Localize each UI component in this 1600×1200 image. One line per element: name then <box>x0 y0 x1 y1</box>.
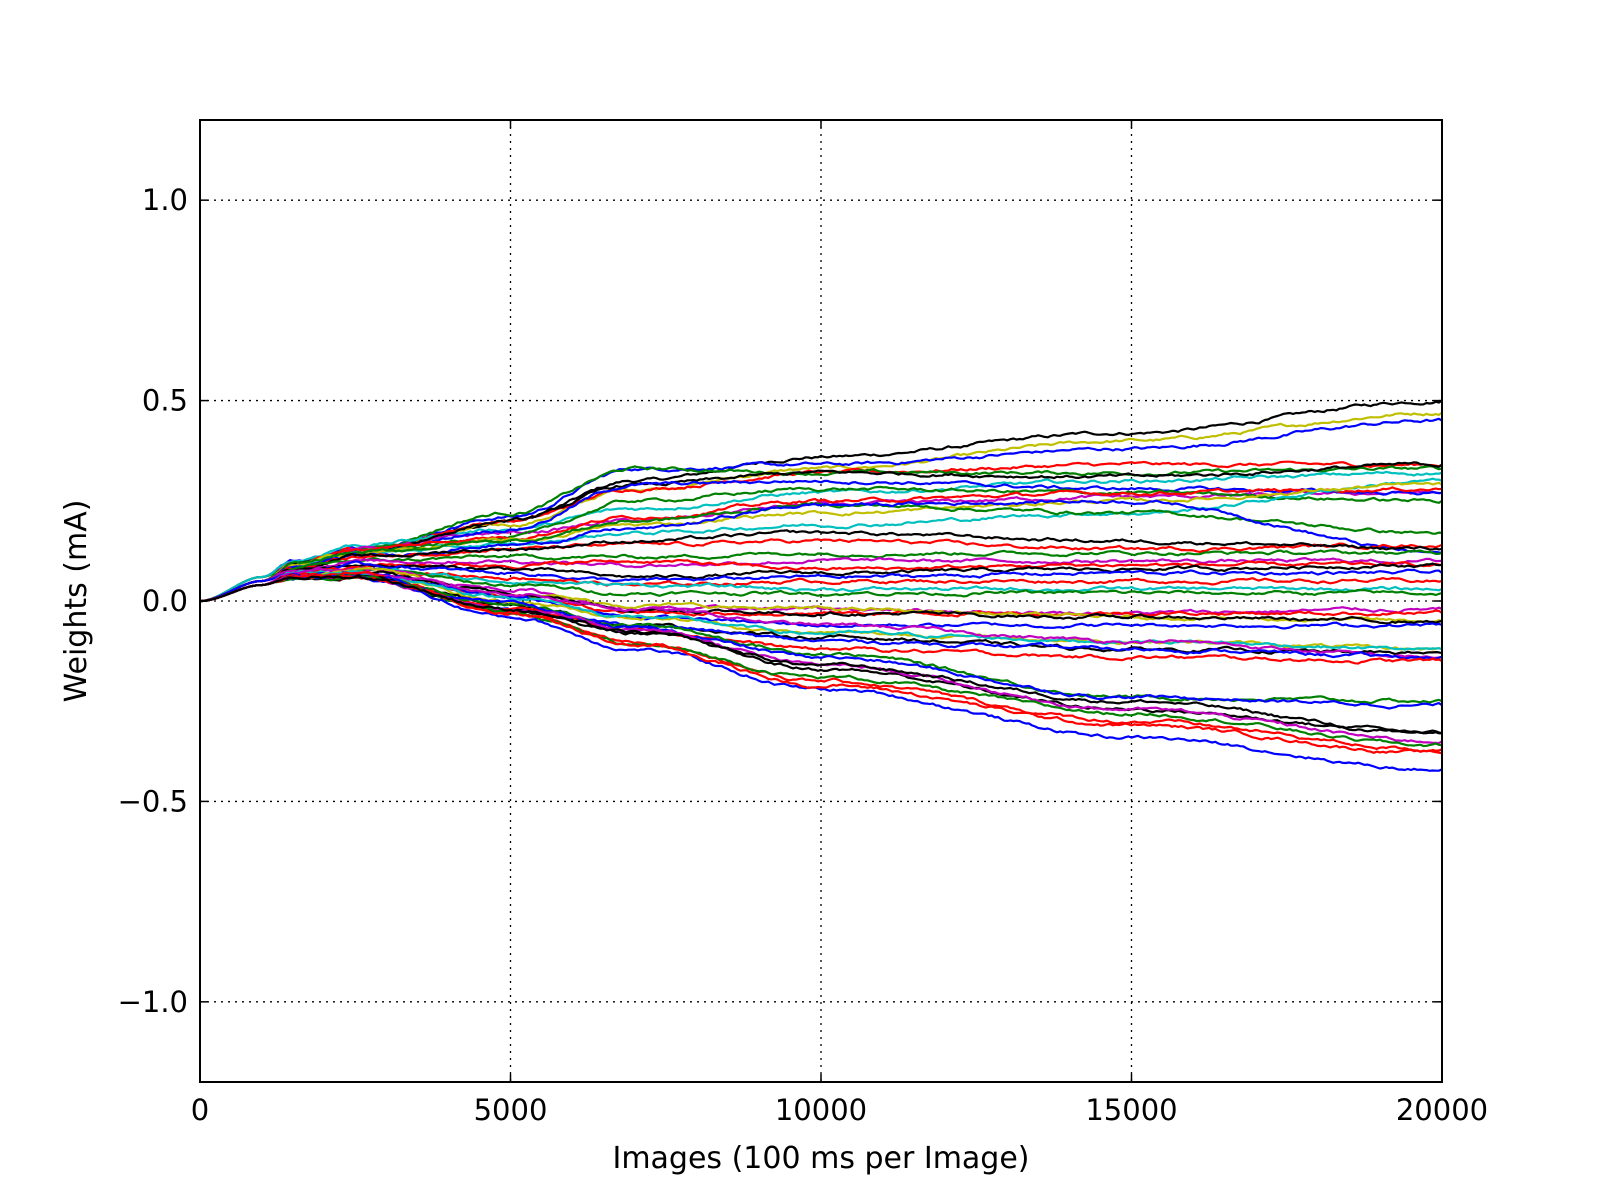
x-tick-label-0: 0 <box>191 1093 209 1127</box>
series-line-33 <box>199 570 1443 659</box>
series-line-18 <box>199 556 1443 603</box>
series-line-17 <box>199 549 1443 603</box>
series-line-9 <box>199 485 1443 603</box>
x-tick-label-4: 20000 <box>1396 1093 1488 1127</box>
x-tick-label-1: 5000 <box>474 1093 548 1127</box>
data-series <box>199 399 1443 772</box>
axis-ticks: 0 5000 10000 15000 20000 −1.0 −0.5 0.0 0.5 1.0 <box>118 120 1488 1127</box>
series-line-14 <box>199 499 1443 603</box>
series-line-44 <box>199 575 1443 735</box>
series-line-36 <box>199 573 1443 705</box>
x-tick-label-3: 15000 <box>1085 1093 1177 1127</box>
y-tick-label-4: 1.0 <box>142 183 188 217</box>
series-line-12 <box>199 481 1443 603</box>
series-line-16 <box>199 529 1443 603</box>
y-axis-title: Weights (mA) <box>59 500 94 703</box>
y-tick-label-3: 0.5 <box>142 384 188 418</box>
series-line-20 <box>199 562 1443 603</box>
y-tick-label-0: −1.0 <box>118 985 188 1019</box>
series-line-21 <box>199 560 1443 603</box>
series-line-10 <box>199 486 1443 603</box>
x-axis-title: Images (100 ms per Image) <box>612 1141 1029 1176</box>
y-tick-label-1: −0.5 <box>118 784 188 818</box>
y-tick-label-2: 0.0 <box>142 584 188 618</box>
x-tick-label-2: 10000 <box>775 1093 867 1127</box>
series-line-28 <box>199 570 1443 625</box>
series-line-31 <box>199 570 1443 651</box>
